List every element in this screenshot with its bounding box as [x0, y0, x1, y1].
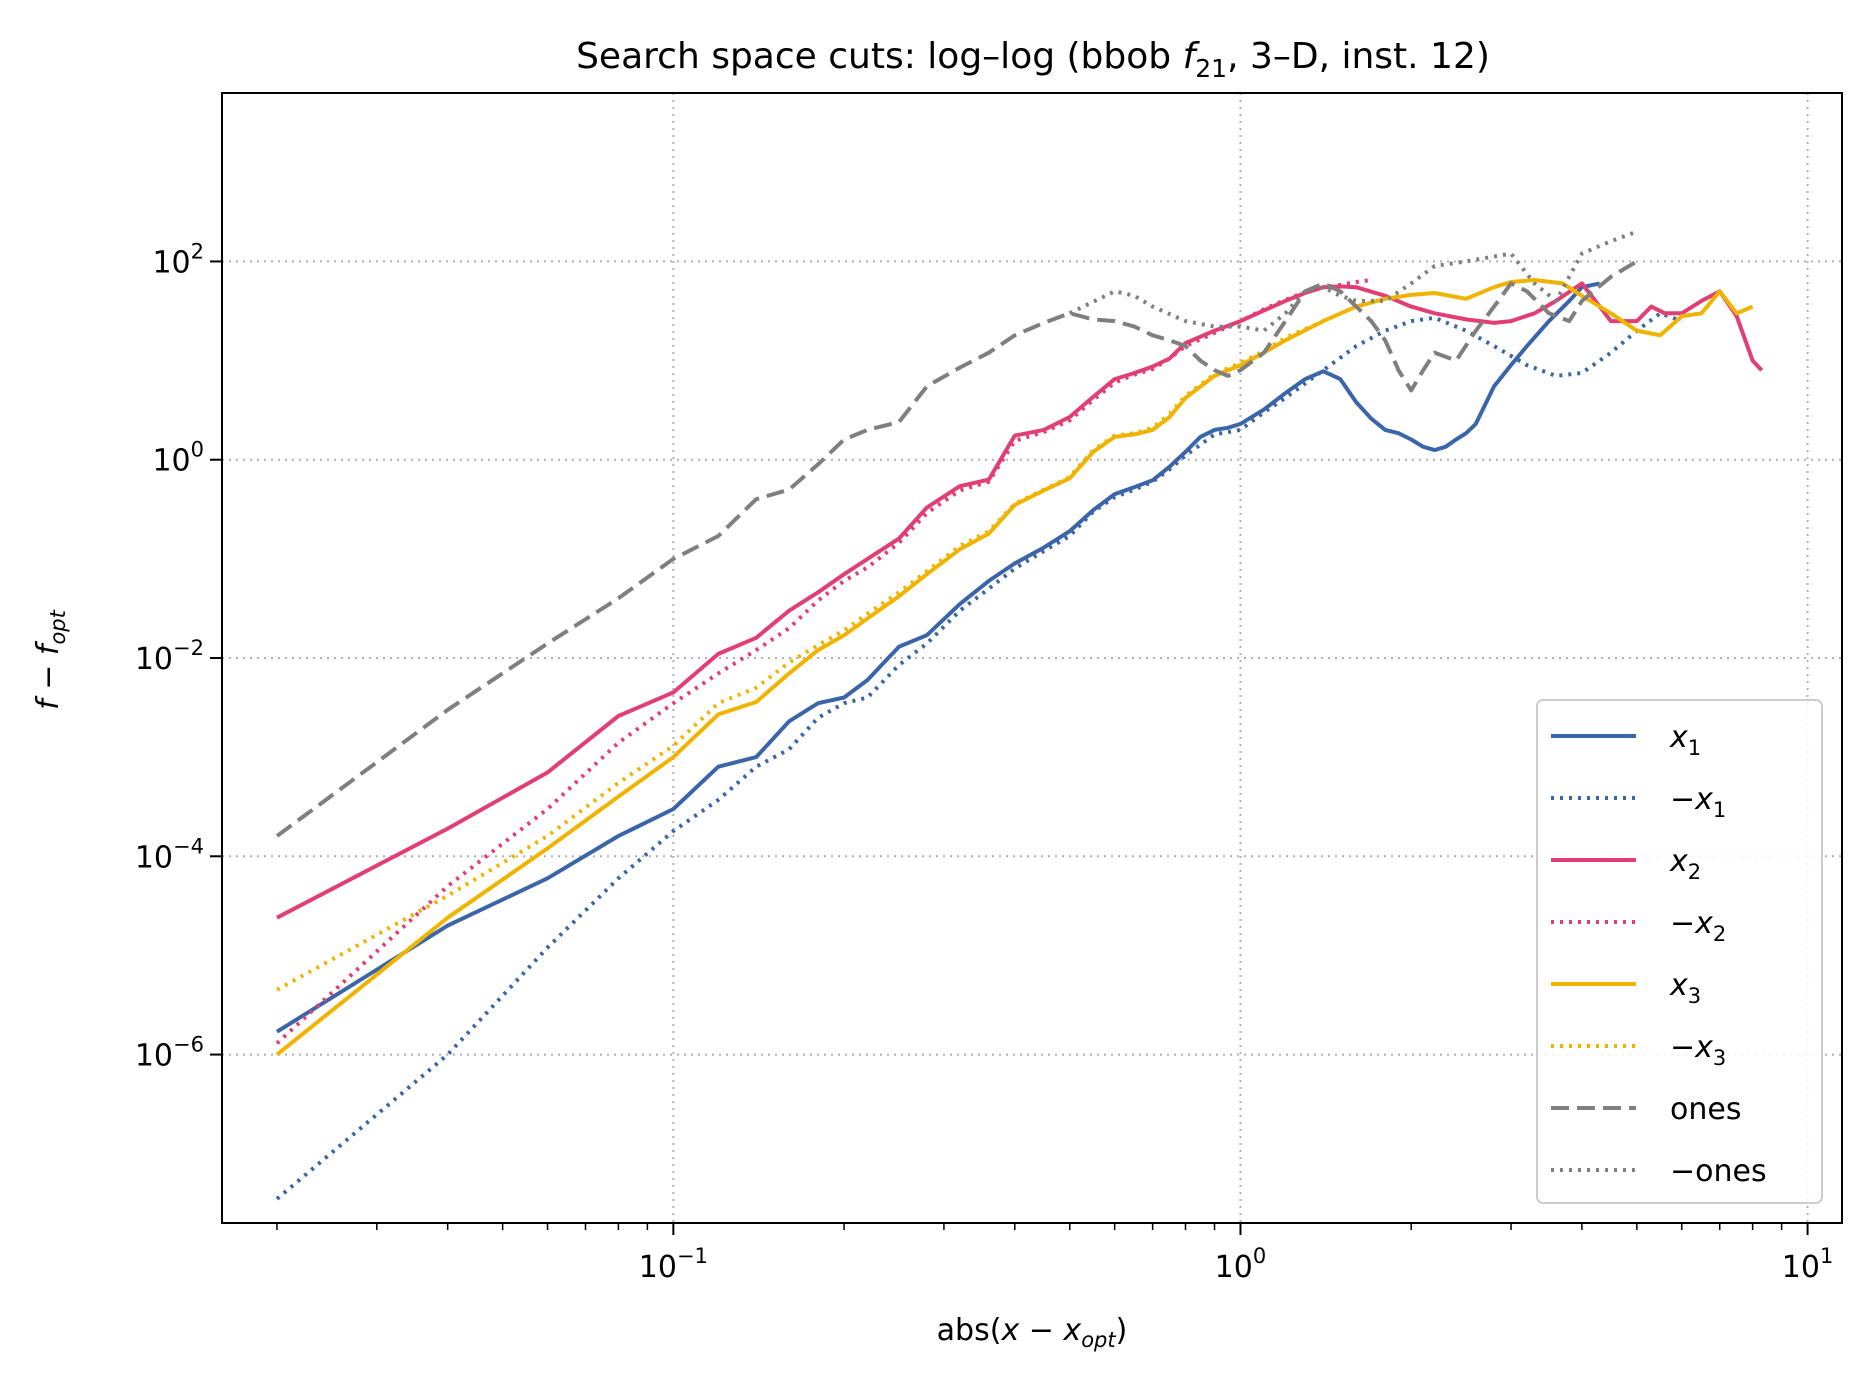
x-tick-label: 10−1	[639, 1244, 708, 1285]
chart-title: Search space cuts: log–log (bbob f21, 3–…	[576, 36, 1490, 83]
x-tick-label: 100	[1215, 1244, 1267, 1285]
series-line-4	[275, 278, 1754, 1057]
y-tick-label: 10−2	[135, 636, 204, 677]
legend-label: x1	[1669, 720, 1701, 760]
legend-entries: x1 −x1 x2 −x2 x3 −x3 ones −ones	[1551, 720, 1767, 1189]
x-tick-label: 101	[1782, 1244, 1834, 1285]
series-lines	[275, 229, 1764, 1201]
legend-label: −x3	[1670, 1030, 1726, 1070]
y-axis-label: f − fopt	[31, 609, 70, 710]
legend-box	[1536, 699, 1823, 1204]
legend-label: x2	[1669, 844, 1701, 884]
x-axis-label: abs(x − xopt)	[937, 1313, 1128, 1352]
legend-label: −x1	[1670, 782, 1726, 822]
y-tick-label: 102	[152, 239, 204, 280]
y-tick-label: 10−4	[135, 834, 204, 875]
legend-label: −x2	[1670, 906, 1726, 946]
y-tick-label: 100	[152, 438, 204, 479]
series-line-1	[275, 311, 1683, 1201]
series-line-5	[276, 319, 1325, 992]
series-line-2	[276, 281, 1764, 920]
series-line-3	[275, 278, 1372, 1045]
series-line-6	[275, 259, 1638, 838]
y-tick-label: 10−6	[135, 1033, 204, 1074]
legend: x1 −x1 x2 −x2 x3 −x3 ones −ones	[1536, 699, 1823, 1204]
legend-label: −ones	[1670, 1154, 1767, 1189]
legend-label: ones	[1670, 1092, 1741, 1127]
series-line-0	[275, 281, 1601, 1034]
axis-ticks: 10−1 100 101 10−6 10−4 10−2 100 102	[135, 239, 1834, 1285]
legend-label: x3	[1669, 968, 1701, 1008]
series-line-7	[1068, 229, 1638, 333]
